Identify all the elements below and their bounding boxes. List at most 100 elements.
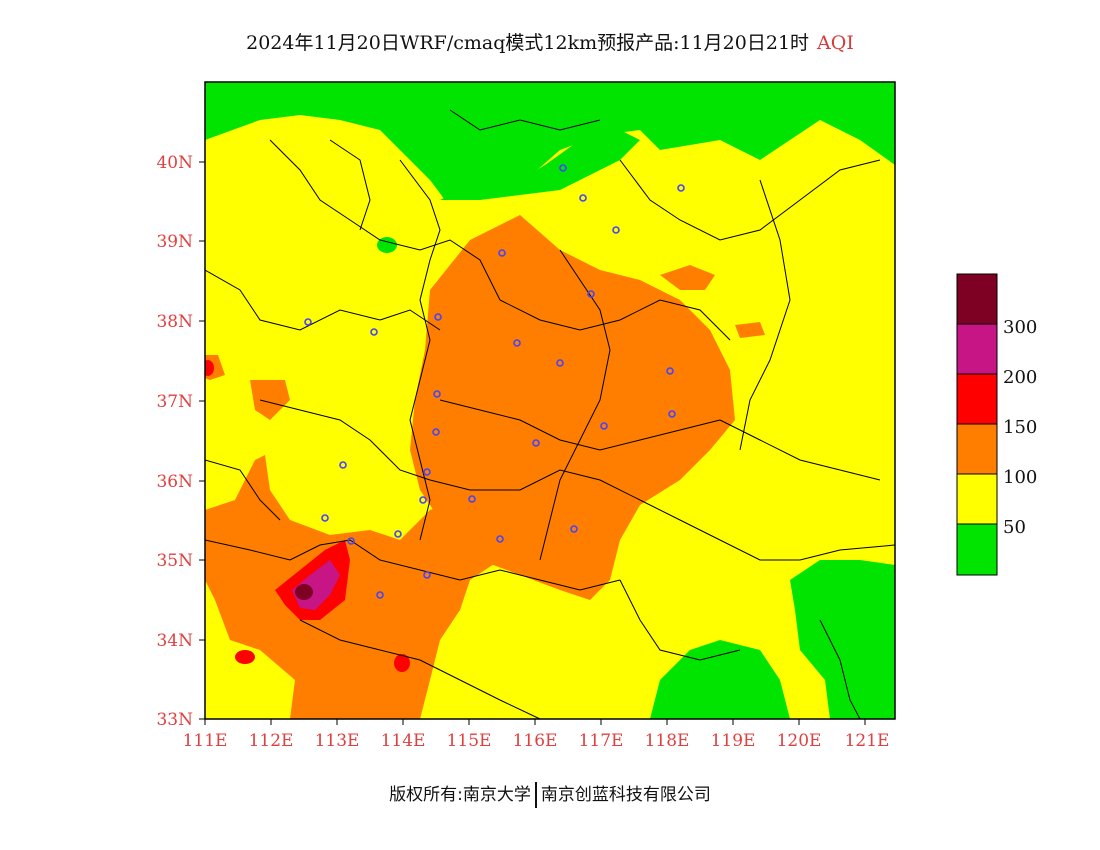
lon-label-117e: 117E: [579, 731, 624, 751]
usg-zone-northeast-patch: [660, 265, 715, 290]
lat-label-35n: 35N: [156, 551, 193, 571]
station-marker: [432, 428, 440, 436]
legend-label-150: 150: [1003, 417, 1037, 438]
boundary-line: [439, 399, 721, 451]
station-marker: [496, 535, 504, 543]
lat-label-34n: 34N: [156, 631, 193, 651]
unhealthy-spot-c: [205, 360, 214, 376]
map-title: 2024年11月20日WRF/cmaq模式12km预报产品:11月20日21时 A…: [0, 28, 1100, 55]
station-marker: [419, 496, 427, 504]
station-marker: [423, 571, 431, 579]
station-marker: [532, 439, 540, 447]
good-zone-north: [205, 82, 895, 200]
boundary-line: [539, 249, 611, 561]
lon-label-118e: 118E: [645, 731, 690, 751]
boundary-line: [619, 579, 741, 661]
boundary-line: [329, 139, 371, 231]
station-marker: [347, 537, 355, 545]
station-marker: [304, 318, 312, 326]
boundary-line: [205, 269, 441, 331]
legend-swatch-good: [957, 524, 997, 575]
good-zone-south: [650, 640, 790, 719]
copyright-footer: 版权所有:南京大学 南京创蓝科技有限公司: [0, 780, 1100, 808]
lon-label-113e: 113E: [315, 731, 360, 751]
aqi-fill-layer: [205, 82, 895, 719]
lon-label-115e: 115E: [447, 731, 492, 751]
unhealthy-spot-a: [235, 650, 255, 664]
boundary-line: [639, 499, 895, 561]
legend-swatch-usg: [957, 424, 997, 474]
station-marker: [434, 313, 442, 321]
station-marker: [370, 328, 378, 336]
hazardous-zone: [295, 584, 313, 600]
station-marker: [666, 367, 674, 375]
station-marker: [498, 249, 506, 257]
footer-separator: [534, 782, 537, 808]
boundary-line: [299, 619, 541, 719]
boundary-line: [269, 139, 501, 301]
boundary-line: [399, 159, 441, 541]
station-marker: [339, 461, 347, 469]
station-marker: [677, 184, 685, 192]
boundary-line: [499, 299, 731, 341]
legend-label-100: 100: [1003, 467, 1037, 488]
lon-label-112e: 112E: [249, 731, 294, 751]
copyright-company: 南京创蓝科技有限公司: [540, 785, 711, 805]
station-marker: [600, 422, 608, 430]
station-marker: [556, 359, 564, 367]
lat-label-38n: 38N: [156, 312, 193, 332]
lat-label-39n: 39N: [156, 232, 193, 252]
aqi-legend: 300 200 150 100 50: [956, 273, 1037, 576]
station-marker: [433, 390, 441, 398]
good-zone-southeast: [790, 560, 895, 719]
station-marker: [587, 290, 595, 298]
unhealthy-spot-b: [394, 654, 410, 672]
boundary-line: [739, 179, 791, 451]
aqi-label: AQI: [817, 32, 854, 54]
station-marker: [570, 525, 578, 533]
boundary-line: [259, 399, 641, 501]
title-text: 2024年11月20日WRF/cmaq模式12km预报产品:11月20日21时: [246, 32, 810, 54]
lat-axis: 40N 39N 38N 37N 36N 35N 34N 33N: [156, 153, 205, 730]
boundary-line: [819, 619, 861, 719]
lat-label-37n: 37N: [156, 392, 193, 412]
boundary-line: [719, 419, 881, 481]
lon-label-120e: 120E: [777, 731, 822, 751]
legend-label-300: 300: [1003, 317, 1037, 338]
legend-label-200: 200: [1003, 367, 1037, 388]
station-marker: [559, 164, 567, 172]
good-zone-ridge: [440, 125, 640, 200]
legend-swatch-very-unhealthy: [957, 324, 997, 374]
lon-label-116e: 116E: [513, 731, 558, 751]
station-marker: [468, 495, 476, 503]
station-marker: [612, 226, 620, 234]
station-marker: [513, 339, 521, 347]
lon-label-114e: 114E: [381, 731, 426, 751]
lat-label-33n: 33N: [156, 710, 193, 730]
legend-swatch-moderate: [957, 474, 997, 524]
station-marker: [376, 591, 384, 599]
station-marker: [423, 468, 431, 476]
station-marker: [394, 530, 402, 538]
legend-label-50: 50: [1003, 517, 1026, 538]
legend-swatch-hazardous: [957, 274, 997, 324]
lon-axis: 111E 112E 113E 114E 115E 116E 117E 118E …: [183, 719, 890, 751]
copyright-owner: 版权所有:南京大学: [389, 785, 531, 805]
boundary-line: [205, 459, 281, 521]
station-marker: [668, 410, 676, 418]
station-marker: [579, 194, 587, 202]
lat-label-36n: 36N: [156, 472, 193, 492]
usg-zone-central: [410, 215, 735, 600]
station-marker: [321, 514, 329, 522]
lon-label-119e: 119E: [711, 731, 756, 751]
boundary-line: [449, 109, 601, 131]
lon-label-111e: 111E: [183, 731, 228, 751]
lat-label-40n: 40N: [156, 153, 193, 173]
usg-zone-east-patch: [735, 322, 765, 338]
usg-zone-west-patch: [250, 380, 290, 420]
boundary-line: [619, 159, 881, 241]
station-markers: [304, 164, 685, 599]
usg-zone-southwest: [205, 455, 500, 719]
lon-label-121e: 121E: [845, 731, 890, 751]
